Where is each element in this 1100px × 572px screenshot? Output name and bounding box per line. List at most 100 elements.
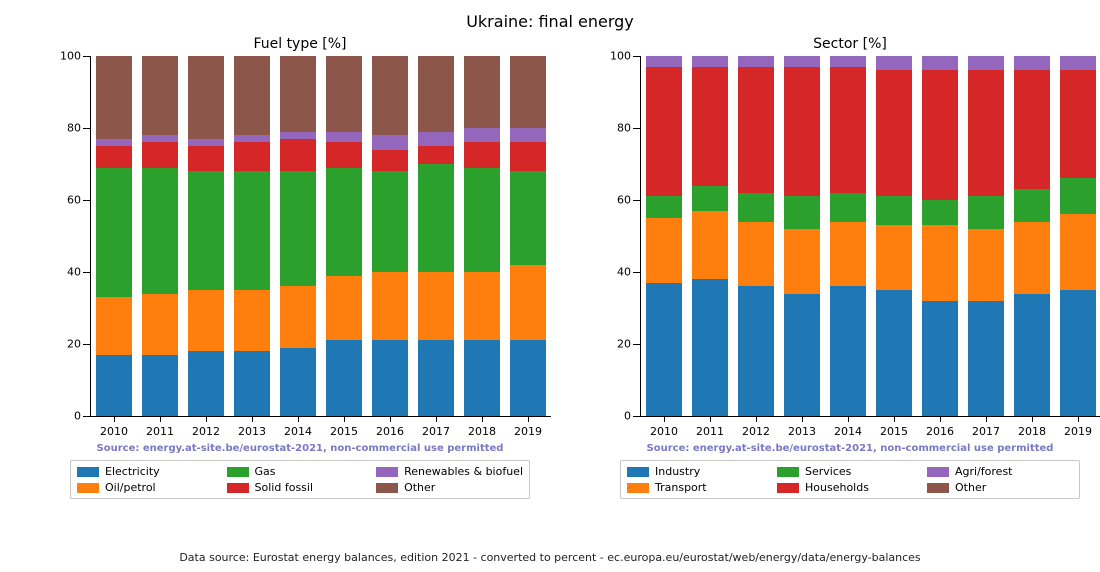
legend-swatch (227, 483, 249, 493)
legend-item: Households (777, 481, 923, 494)
legend-item: Industry (627, 465, 773, 478)
xtick (298, 416, 299, 422)
ytick-label: 80 (601, 122, 631, 135)
ytick-label: 0 (51, 410, 81, 423)
bar-segment (418, 340, 454, 416)
bar-segment (510, 142, 546, 171)
bar-segment (646, 196, 682, 218)
legend-swatch (77, 467, 99, 477)
xtick (114, 416, 115, 422)
bar-segment (326, 276, 362, 341)
bar-segment (784, 196, 820, 228)
xtick (390, 416, 391, 422)
bar-segment (142, 142, 178, 167)
bar-segment (326, 56, 362, 132)
panel-sector: Sector [%] 02040608010020102011201220132… (600, 36, 1100, 499)
bar-segment (188, 146, 224, 171)
ytick-label: 20 (51, 338, 81, 351)
ytick (83, 416, 91, 417)
legend-label: Services (805, 465, 851, 478)
bar-segment (738, 67, 774, 193)
ytick-label: 60 (51, 194, 81, 207)
xtick-label: 2014 (825, 425, 871, 438)
bar-segment (830, 222, 866, 287)
ytick-label: 0 (601, 410, 631, 423)
bar-2019 (1060, 56, 1096, 416)
bar-segment (692, 211, 728, 279)
bar-segment (692, 67, 728, 186)
figure: Ukraine: final energy Fuel type [%] 0204… (0, 0, 1100, 572)
bar-segment (96, 168, 132, 298)
bar-segment (418, 272, 454, 340)
bar-segment (234, 142, 270, 171)
bar-segment (646, 218, 682, 283)
legend-item: Services (777, 465, 923, 478)
bar-segment (692, 279, 728, 416)
ytick (633, 200, 641, 201)
ytick (633, 128, 641, 129)
legend-swatch (77, 483, 99, 493)
xtick-label: 2011 (687, 425, 733, 438)
bar-segment (326, 168, 362, 276)
xtick-label: 2015 (321, 425, 367, 438)
bar-segment (876, 196, 912, 225)
bar-segment (234, 135, 270, 142)
ytick (83, 272, 91, 273)
xtick (848, 416, 849, 422)
bar-segment (968, 70, 1004, 196)
bar-segment (646, 67, 682, 197)
bar-segment (692, 186, 728, 211)
bar-segment (922, 200, 958, 225)
xtick-label: 2016 (367, 425, 413, 438)
panel-fuel-type: Fuel type [%] 02040608010020102011201220… (50, 36, 550, 499)
xtick-label: 2017 (413, 425, 459, 438)
bar-2011 (142, 56, 178, 416)
xtick-label: 2016 (917, 425, 963, 438)
ytick-label: 100 (601, 50, 631, 63)
bar-segment (784, 229, 820, 294)
legend-item: Renewables & biofuel (376, 465, 523, 478)
bar-segment (784, 56, 820, 67)
xtick-label: 2015 (871, 425, 917, 438)
bar-segment (968, 301, 1004, 416)
bar-segment (188, 351, 224, 416)
bar-segment (646, 56, 682, 67)
bar-segment (234, 56, 270, 135)
xtick (894, 416, 895, 422)
bar-segment (1014, 70, 1050, 189)
bar-2018 (464, 56, 500, 416)
xtick-label: 2019 (1055, 425, 1100, 438)
bar-2017 (968, 56, 1004, 416)
legend-swatch (227, 467, 249, 477)
bar-segment (280, 171, 316, 286)
bar-segment (922, 225, 958, 301)
bar-segment (830, 67, 866, 193)
bar-segment (1060, 214, 1096, 290)
legend-item: Solid fossil (227, 481, 373, 494)
legend-label: Electricity (105, 465, 160, 478)
bar-2015 (876, 56, 912, 416)
ytick (633, 56, 641, 57)
bar-segment (968, 56, 1004, 70)
bar-segment (830, 56, 866, 67)
bar-segment (188, 139, 224, 146)
legend-swatch (627, 467, 649, 477)
legend-label: Transport (655, 481, 707, 494)
bar-segment (234, 351, 270, 416)
bar-2014 (830, 56, 866, 416)
legend-item: Agri/forest (927, 465, 1073, 478)
legend-label: Households (805, 481, 869, 494)
bar-segment (464, 128, 500, 142)
legend-swatch (927, 467, 949, 477)
legend-swatch (927, 483, 949, 493)
xtick (206, 416, 207, 422)
bar-segment (922, 301, 958, 416)
bar-segment (372, 340, 408, 416)
bar-segment (968, 196, 1004, 228)
plot-sector: 0204060801002010201120122013201420152016… (640, 56, 1100, 417)
bar-segment (326, 340, 362, 416)
bar-2016 (372, 56, 408, 416)
bar-segment (142, 294, 178, 355)
bar-segment (142, 135, 178, 142)
legend-label: Other (404, 481, 435, 494)
